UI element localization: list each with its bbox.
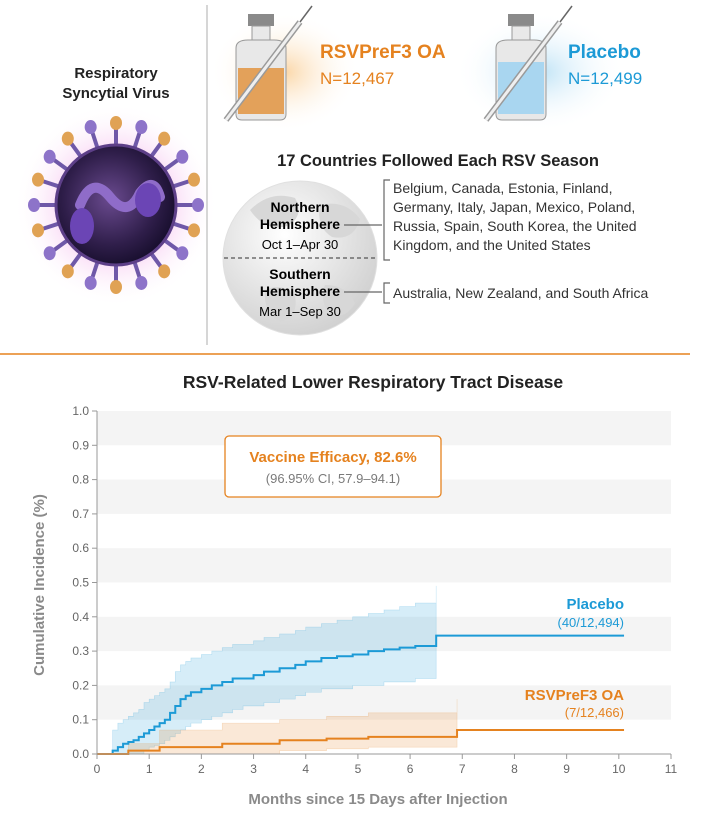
south-label2: Hemisphere <box>260 283 340 299</box>
y-tick-label: 0.2 <box>72 678 89 692</box>
y-axis-label: Cumulative Incidence (%) <box>31 494 48 676</box>
y-tick-label: 0.0 <box>72 747 89 761</box>
y-tick-label: 1.0 <box>72 404 89 418</box>
north-dates: Oct 1–Apr 30 <box>262 237 339 252</box>
vaccine-name: RSVPreF3 OA <box>320 42 446 63</box>
grid-band <box>97 616 671 652</box>
efficacy-title: Vaccine Efficacy, 82.6% <box>249 449 416 466</box>
north-country-line: Kingdom, and the United States <box>393 237 591 253</box>
confidence-bands <box>97 585 458 755</box>
x-tick-label: 6 <box>407 762 414 776</box>
vaccine-vial-icon <box>210 5 360 132</box>
vaccine-n: N=12,467 <box>320 69 394 88</box>
north-label2: Hemisphere <box>260 216 340 232</box>
x-tick-label: 2 <box>198 762 205 776</box>
globe-icon <box>222 180 378 336</box>
infographic-panel: Respiratory Syncytial Virus RSVPreF3 OA … <box>0 5 690 355</box>
efficacy-annotation: Vaccine Efficacy, 82.6% (96.95% CI, 57.9… <box>224 435 442 498</box>
x-tick-label: 10 <box>612 762 626 776</box>
grid-band <box>97 685 671 720</box>
x-tick-label: 9 <box>563 762 570 776</box>
efficacy-ci: (96.95% CI, 57.9–94.1) <box>266 471 400 486</box>
north-label1: Northern <box>270 199 329 215</box>
virus-illustration <box>14 103 218 307</box>
south-dates: Mar 1–Sep 30 <box>259 304 341 319</box>
y-tick-label: 0.7 <box>72 507 89 521</box>
north-bracket <box>344 179 390 261</box>
y-tick-label: 0.9 <box>72 438 89 452</box>
north-country-line: Belgium, Canada, Estonia, Finland, <box>393 180 612 196</box>
y-tick-label: 0.1 <box>72 713 89 727</box>
vaccine-series-count: (7/12,466) <box>565 705 624 720</box>
grid-band <box>97 548 671 583</box>
series-line <box>97 728 625 755</box>
y-tick-label: 0.5 <box>72 576 89 590</box>
ci-band <box>97 585 437 755</box>
x-axis-label: Months since 15 Days after Injection <box>248 791 507 808</box>
x-tick-label: 5 <box>355 762 362 776</box>
y-tick-label: 0.4 <box>72 610 89 624</box>
y-tick-label: 0.6 <box>72 541 89 555</box>
ci-band <box>97 699 458 755</box>
x-tick-label: 4 <box>302 762 309 776</box>
grid-bands <box>97 411 671 720</box>
vaccine-series-label: RSVPreF3 OA <box>525 687 624 704</box>
virus-title-line2: Syncytial Virus <box>62 85 169 102</box>
north-country-line: Germany, Italy, Japan, Mexico, Poland, <box>393 199 635 215</box>
chart-title: RSV-Related Lower Respiratory Tract Dise… <box>183 372 564 392</box>
north-countries-list: Belgium, Canada, Estonia, Finland, Germa… <box>393 180 637 253</box>
y-tick-label: 0.3 <box>72 644 89 658</box>
south-bracket <box>344 282 390 304</box>
cumulative-incidence-chart: RSV-Related Lower Respiratory Tract Dise… <box>31 372 678 808</box>
placebo-series-label: Placebo <box>566 596 624 613</box>
placebo-series-count: (40/12,494) <box>558 615 625 630</box>
virus-title-line1: Respiratory <box>74 65 158 82</box>
x-tick-label: 1 <box>146 762 153 776</box>
x-tick-label: 7 <box>459 762 466 776</box>
series-lines <box>97 634 625 755</box>
y-tick-label: 0.8 <box>72 473 89 487</box>
placebo-name: Placebo <box>568 42 641 63</box>
placebo-vial-icon <box>455 5 625 132</box>
north-country-line: Russia, Spain, South Korea, the United <box>393 218 637 234</box>
x-tick-label: 0 <box>94 762 101 776</box>
south-label1: Southern <box>269 266 330 282</box>
axes: 0.0 0.1 0.2 0.3 0.4 0.5 0.6 0.7 0.8 0.9 1.0 0 1 2 3 4 5 6… <box>72 404 677 776</box>
placebo-n: N=12,499 <box>568 69 642 88</box>
x-tick-label: 3 <box>250 762 257 776</box>
countries-title: 17 Countries Followed Each RSV Season <box>277 152 599 170</box>
x-tick-label: 11 <box>665 762 678 776</box>
series-line <box>97 634 625 755</box>
south-countries-list: Australia, New Zealand, and South Africa <box>393 285 648 301</box>
x-tick-label: 8 <box>511 762 518 776</box>
